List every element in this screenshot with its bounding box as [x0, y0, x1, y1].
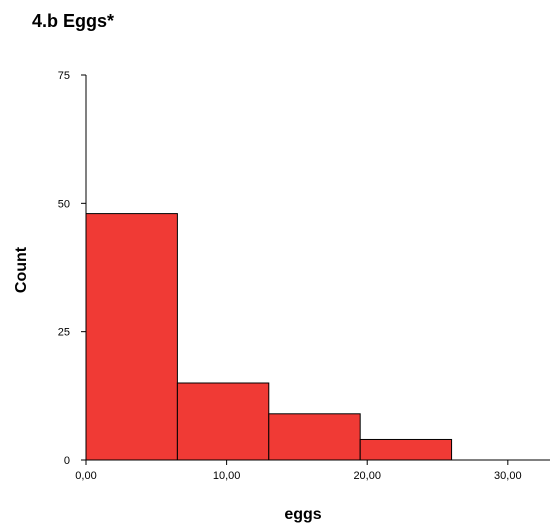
histogram-bar-3 — [268, 413, 361, 461]
y-tick-label: 25 — [58, 327, 70, 339]
x-tick-label: 10,00 — [213, 470, 241, 482]
x-axis-label: eggs — [284, 506, 321, 523]
histogram-bar-1 — [85, 213, 178, 461]
histogram-bar-4 — [359, 438, 453, 461]
x-tick-label: 0,00 — [75, 470, 96, 482]
x-tick-label: 20,00 — [353, 470, 381, 482]
histogram-bar-2 — [176, 382, 270, 461]
y-tick-label: 50 — [58, 198, 70, 210]
axes-layer: 0 25 50 75 0,00 10,00 20,00 30,00 — [58, 70, 550, 482]
bars-layer — [85, 213, 453, 461]
y-axis-label: Count — [13, 246, 30, 293]
y-tick-label: 75 — [58, 70, 70, 82]
chart-title: 4.b Eggs* — [32, 11, 114, 31]
y-tick-label: 0 — [64, 455, 70, 467]
x-tick-label: 30,00 — [494, 470, 522, 482]
